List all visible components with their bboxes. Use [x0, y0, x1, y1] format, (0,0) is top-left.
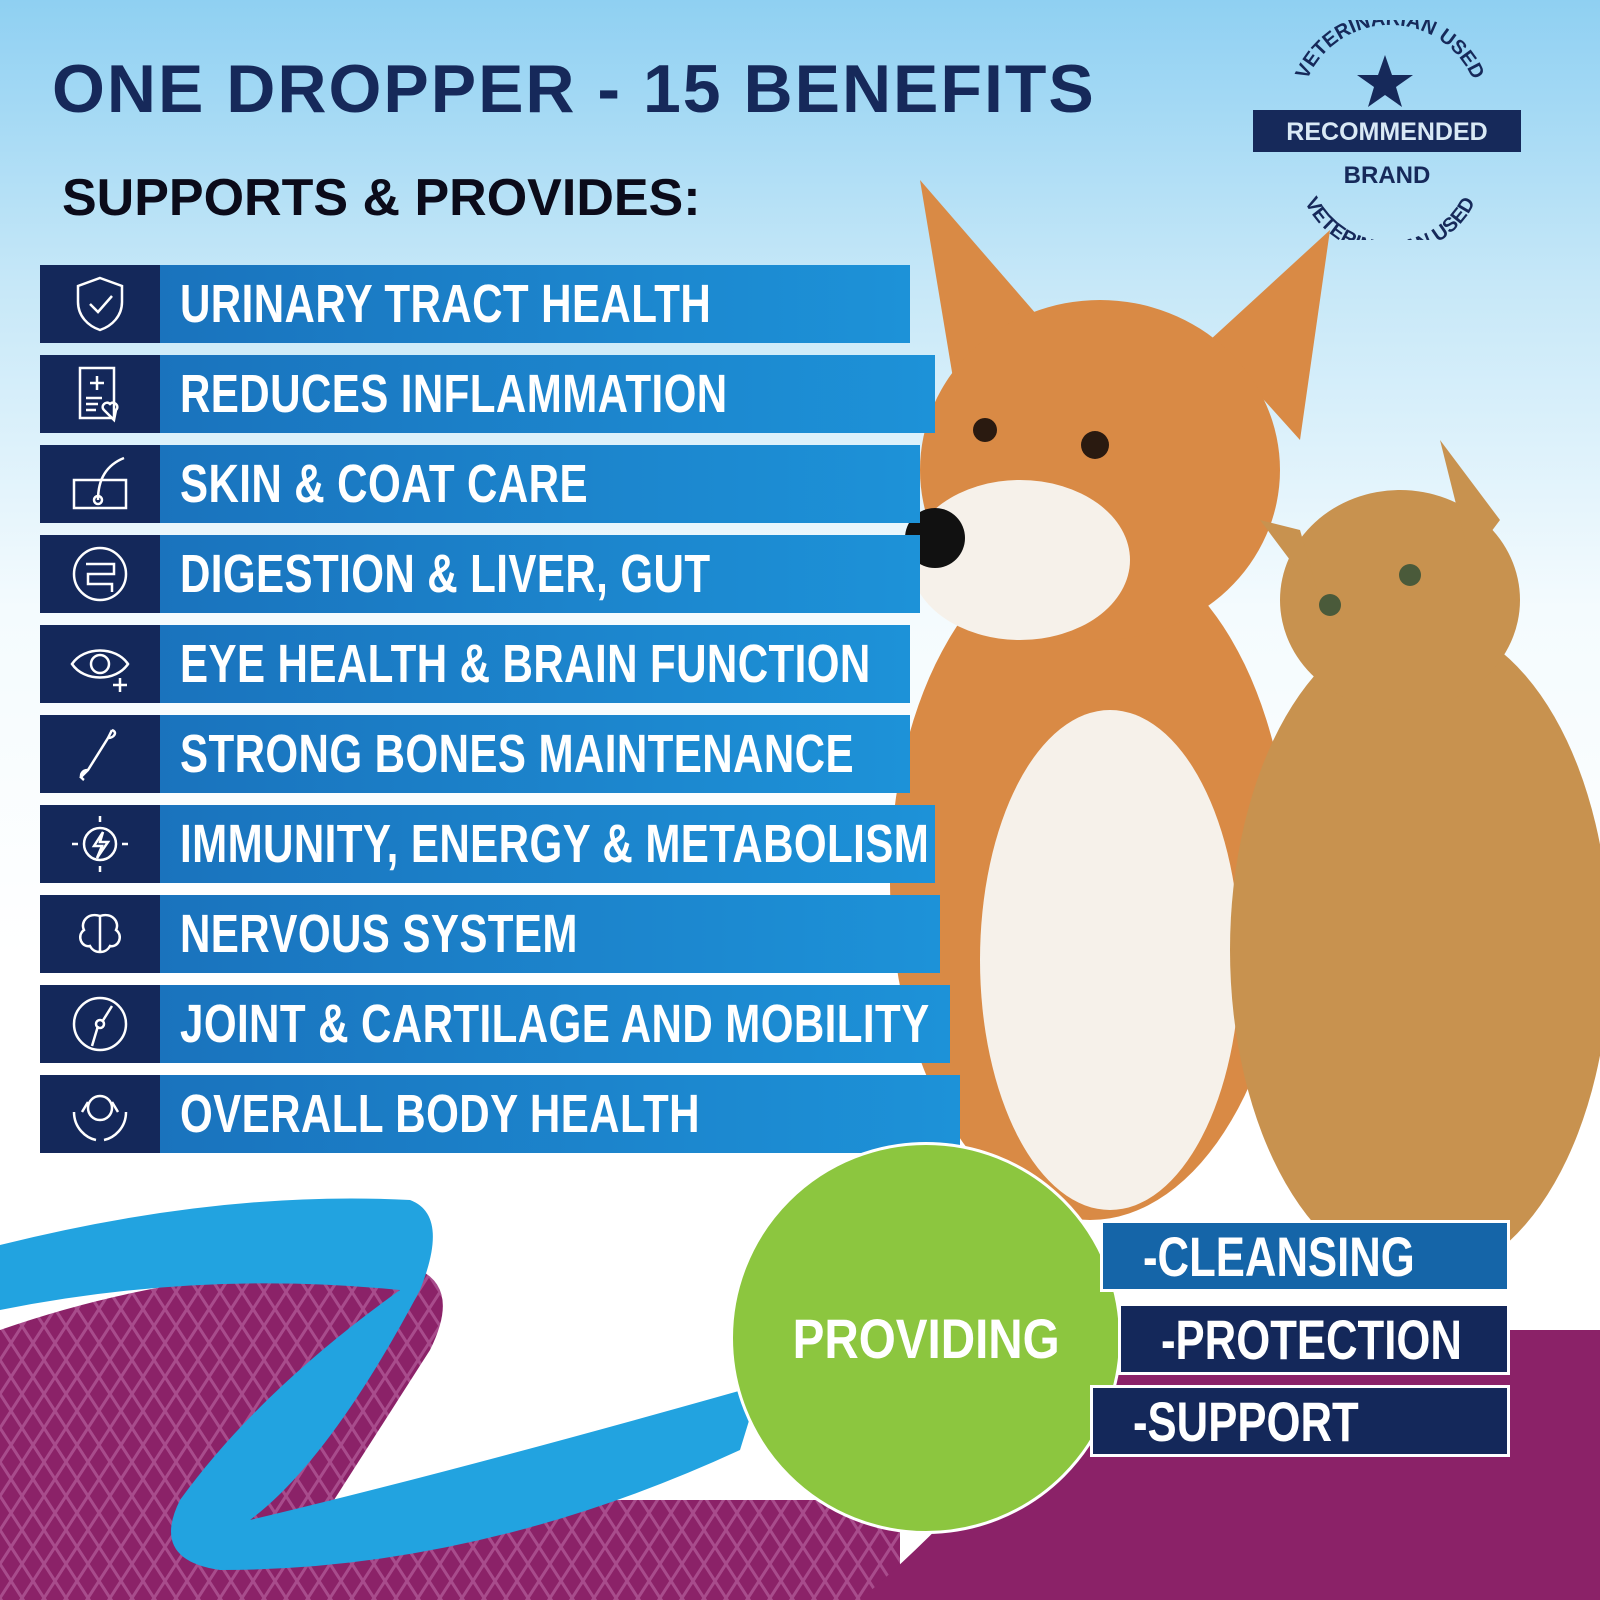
benefit-label: OVERALL BODY HEALTH — [180, 1084, 700, 1144]
brain-icon — [40, 895, 160, 973]
badge-sub: BRAND — [1344, 162, 1431, 189]
benefit-label: JOINT & CARTILAGE AND MOBILITY — [180, 994, 930, 1054]
benefit-row: URINARY TRACT HEALTH — [40, 265, 910, 343]
benefit-row: STRONG BONES MAINTENANCE — [40, 715, 910, 793]
page-title: ONE DROPPER - 15 BENEFITS — [52, 51, 1096, 127]
veterinarian-recommended-badge: VETERINARIAN USED RECOMMENDED BRAND VETE… — [1253, 20, 1521, 240]
svg-text:VETERINARIAN USED: VETERINARIAN USED — [1300, 193, 1480, 240]
providing-circle: PROVIDING — [730, 1142, 1122, 1534]
joint-icon — [40, 985, 160, 1063]
benefit-row: NERVOUS SYSTEM — [40, 895, 940, 973]
energy-bolt-icon — [40, 805, 160, 883]
benefit-row: SKIN & COAT CARE — [40, 445, 920, 523]
star-icon — [1357, 55, 1413, 107]
skin-hair-follicle-icon — [40, 445, 160, 523]
page-subtitle: SUPPORTS & PROVIDES: — [62, 169, 701, 227]
shield-check-icon — [40, 265, 160, 343]
benefit-label: EYE HEALTH & BRAIN FUNCTION — [180, 634, 871, 694]
corgi-dog-illustration — [890, 180, 1330, 1220]
provides-item-label: -PROTECTION — [1161, 1307, 1462, 1371]
benefit-label: SKIN & COAT CARE — [180, 454, 588, 514]
medical-report-heart-icon — [40, 355, 160, 433]
provides-item-label: -CLEANSING — [1143, 1224, 1415, 1288]
benefit-label: DIGESTION & LIVER, GUT — [180, 544, 711, 604]
bengal-cat-illustration — [1230, 440, 1600, 1280]
intestine-icon — [40, 535, 160, 613]
provides-item: -PROTECTION — [1118, 1303, 1510, 1375]
benefit-row: DIGESTION & LIVER, GUT — [40, 535, 920, 613]
eye-plus-icon — [40, 625, 160, 703]
bone-icon — [40, 715, 160, 793]
benefit-row: OVERALL BODY HEALTH — [40, 1075, 960, 1153]
benefit-label: REDUCES INFLAMMATION — [180, 364, 728, 424]
benefit-label: STRONG BONES MAINTENANCE — [180, 724, 854, 784]
benefit-label: IMMUNITY, ENERGY & METABOLISM — [180, 814, 930, 874]
benefit-row: IMMUNITY, ENERGY & METABOLISM — [40, 805, 935, 883]
provides-item: -CLEANSING — [1100, 1220, 1510, 1292]
providing-label: PROVIDING — [792, 1306, 1060, 1370]
benefit-row: JOINT & CARTILAGE AND MOBILITY — [40, 985, 950, 1063]
benefit-label: URINARY TRACT HEALTH — [180, 274, 712, 334]
provides-item: -SUPPORT — [1090, 1385, 1510, 1457]
blue-swoosh — [0, 1198, 760, 1570]
pet-hands-icon — [40, 1075, 160, 1153]
badge-label: RECOMMENDED — [1286, 118, 1487, 146]
benefit-row: EYE HEALTH & BRAIN FUNCTION — [40, 625, 910, 703]
benefit-row: REDUCES INFLAMMATION — [40, 355, 935, 433]
benefit-label: NERVOUS SYSTEM — [180, 904, 578, 964]
provides-item-label: -SUPPORT — [1133, 1389, 1359, 1453]
